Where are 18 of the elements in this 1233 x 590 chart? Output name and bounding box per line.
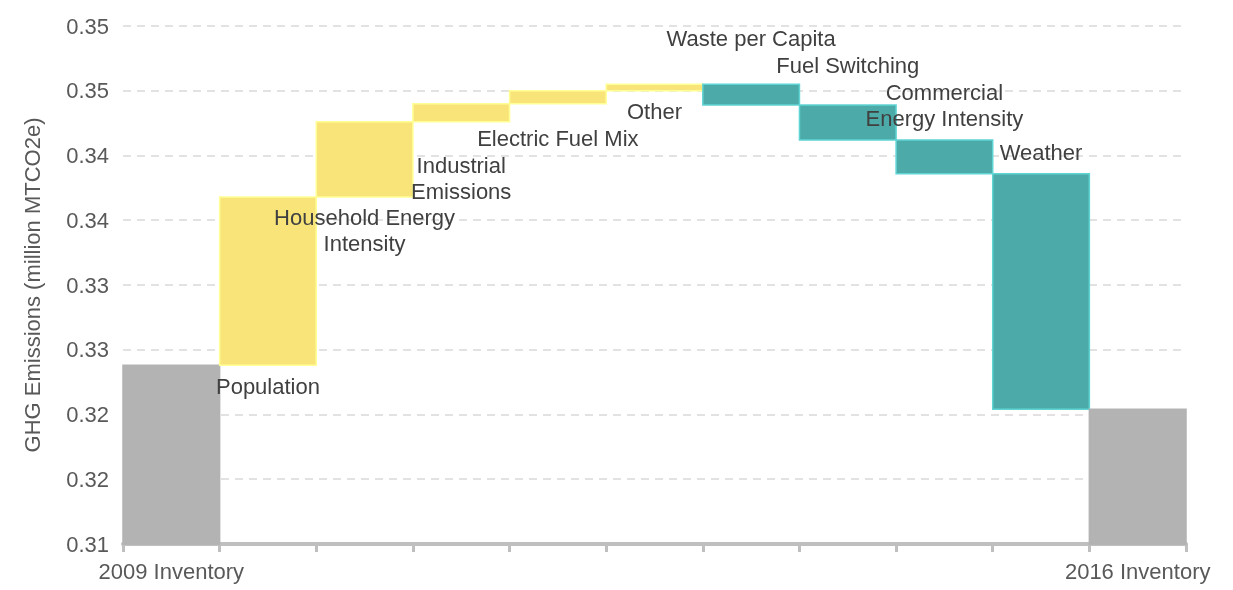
y-tick-label: 0.34 — [66, 143, 109, 168]
x-tick-label: Population — [215, 373, 320, 399]
x-tick-label: Other — [626, 99, 683, 125]
x-tick-label: Weather — [999, 140, 1083, 166]
y-tick-label: 0.35 — [66, 78, 109, 104]
y-tick-label: 0.32 — [66, 466, 109, 492]
y-tick-label: 0.33 — [66, 272, 109, 298]
y-tick-label: 0.33 — [66, 337, 109, 363]
y-axis-title: GHG Emissions (million MTCO2e) — [19, 117, 45, 453]
x-tick-label: Fuel Switching — [776, 53, 920, 79]
y-tick-label: 0.32 — [66, 402, 109, 427]
y-tick-label: 0.35 — [66, 13, 109, 39]
y-tick-label: 0.31 — [66, 531, 109, 557]
y-tick-label: 0.34 — [66, 207, 109, 233]
x-tick-label: 2009 Inventory — [98, 558, 245, 584]
x-tick-label: Waste per Capita — [666, 26, 837, 52]
x-tick-label: 2016 Inventory — [1064, 558, 1211, 584]
x-tick-label: Electric Fuel Mix — [477, 126, 639, 152]
